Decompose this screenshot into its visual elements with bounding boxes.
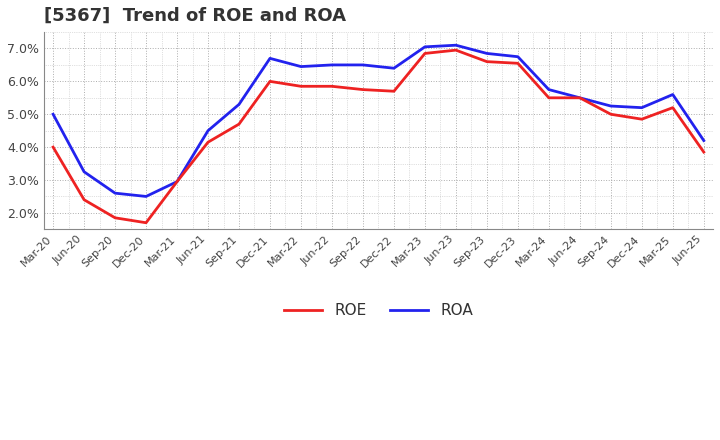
ROA — [451, 43, 460, 48]
ROE — [328, 84, 336, 89]
ROE — [173, 179, 181, 184]
ROA — [668, 92, 677, 97]
ROA — [142, 194, 150, 199]
ROA — [297, 64, 305, 69]
ROE — [513, 61, 522, 66]
ROA — [606, 103, 615, 109]
ROE — [544, 95, 553, 100]
ROE — [204, 139, 212, 145]
ROA — [482, 51, 491, 56]
ROE — [699, 150, 708, 155]
ROE — [390, 88, 398, 94]
Legend: ROE, ROA: ROE, ROA — [278, 297, 479, 324]
ROE — [142, 220, 150, 225]
ROE — [420, 51, 429, 56]
ROE — [49, 144, 58, 150]
ROA — [111, 191, 120, 196]
ROA — [390, 66, 398, 71]
ROA — [699, 138, 708, 143]
Line: ROA: ROA — [53, 45, 703, 196]
ROE — [668, 105, 677, 110]
ROE — [111, 215, 120, 220]
ROE — [482, 59, 491, 64]
ROA — [204, 128, 212, 133]
Text: [5367]  Trend of ROE and ROA: [5367] Trend of ROE and ROA — [44, 7, 346, 25]
ROE — [606, 112, 615, 117]
ROA — [420, 44, 429, 49]
ROE — [359, 87, 367, 92]
Line: ROE: ROE — [53, 50, 703, 223]
ROA — [235, 102, 243, 107]
ROA — [328, 62, 336, 68]
ROA — [575, 95, 584, 100]
ROE — [297, 84, 305, 89]
ROA — [544, 87, 553, 92]
ROA — [266, 56, 274, 61]
ROE — [451, 48, 460, 53]
ROE — [235, 121, 243, 127]
ROA — [49, 112, 58, 117]
ROA — [173, 179, 181, 184]
ROE — [637, 117, 646, 122]
ROA — [637, 105, 646, 110]
ROA — [80, 169, 89, 174]
ROA — [359, 62, 367, 68]
ROE — [266, 79, 274, 84]
ROE — [575, 95, 584, 100]
ROA — [513, 54, 522, 59]
ROE — [80, 197, 89, 202]
